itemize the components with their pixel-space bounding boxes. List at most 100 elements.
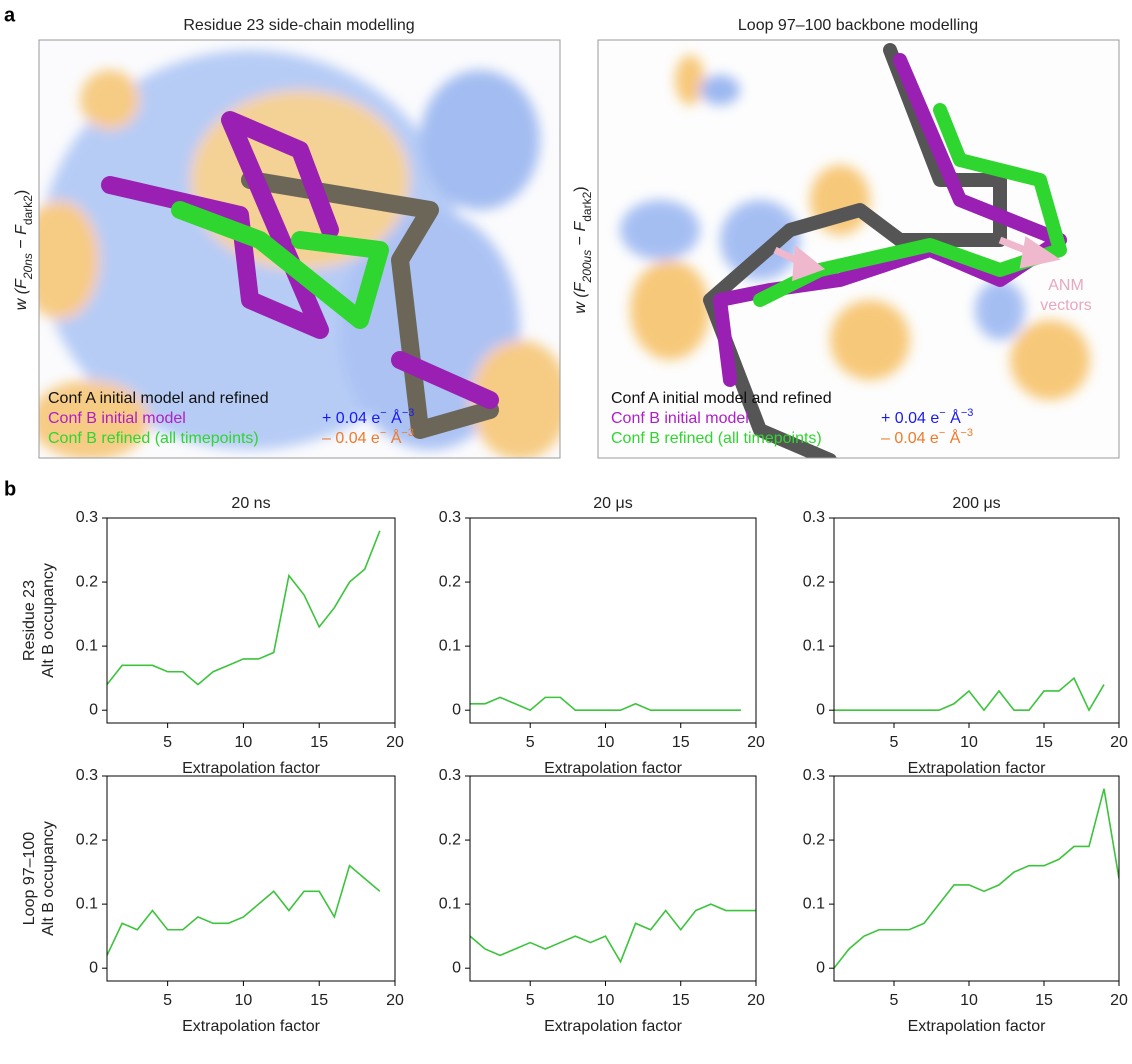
plot-area — [470, 696, 741, 712]
y-tick-label: 0.3 — [76, 509, 98, 526]
y-tick-label: 0 — [89, 701, 98, 718]
text-part: − — [13, 235, 30, 253]
y-tick-label: 0 — [452, 701, 461, 718]
x-tick-label: 15 — [1035, 734, 1053, 751]
text-part: + 0.04 e — [322, 410, 380, 427]
text-part: −3 — [961, 407, 974, 419]
y-tick-label: 0.1 — [439, 895, 461, 912]
y-tick-label: 0 — [452, 959, 461, 976]
text-part: − — [572, 232, 589, 250]
y-tick-label: 0.1 — [803, 895, 825, 912]
text-part: w ( — [13, 287, 30, 310]
y-tick-label: 0.1 — [76, 895, 98, 912]
data-line — [107, 864, 381, 956]
x-tick-label: 5 — [163, 734, 172, 751]
x-axis-label: Extrapolation factor — [182, 1018, 321, 1035]
plot-area — [107, 864, 381, 956]
x-axis-label: Extrapolation factor — [908, 760, 1047, 777]
data-line — [470, 696, 741, 712]
text-part: w ( — [572, 291, 589, 314]
text-part: 20ns — [21, 253, 35, 280]
text-part: 200us — [580, 250, 594, 284]
plot-area — [834, 788, 1119, 969]
y-axis-label: Alt B occupancy — [40, 563, 57, 678]
y-tick-label: 0.2 — [439, 573, 461, 590]
data-line — [470, 903, 756, 964]
panel-title: Residue 23 side-chain modelling — [183, 17, 414, 34]
y-tick-label: 0 — [816, 959, 825, 976]
text-part: dark2 — [21, 195, 35, 225]
axes-frame — [469, 775, 757, 982]
text-part: – 0.04 e — [881, 430, 939, 447]
y-tick-label: 0.1 — [439, 637, 461, 654]
x-tick-label: 20 — [747, 734, 765, 751]
x-tick-label: 20 — [747, 992, 765, 1009]
chart-title: 20 μs — [593, 495, 632, 512]
text-part: − — [380, 407, 386, 419]
text-part: Å — [387, 408, 402, 427]
x-axis-label: Extrapolation factor — [908, 1018, 1047, 1035]
text-part: Å — [386, 428, 401, 447]
axes-frame — [106, 517, 396, 724]
image-frame — [38, 39, 561, 459]
panel-title: Loop 97–100 backbone modelling — [738, 17, 978, 34]
y-axis-label: Loop 97–100 — [21, 832, 38, 926]
y-axis-label: w (F200us − Fdark2) — [572, 186, 594, 313]
data-line — [834, 676, 1105, 712]
y-tick-label: 0 — [89, 959, 98, 976]
legend-entry: Conf B refined (all timepoints) — [48, 430, 259, 447]
density-label: – 0.04 e− Å−3 — [881, 427, 973, 447]
data-line — [107, 530, 381, 686]
text-part: − — [939, 427, 945, 439]
text-part: −3 — [401, 427, 414, 439]
text-part: F — [572, 221, 589, 232]
density-label: + 0.04 e− Å−3 — [322, 407, 414, 427]
y-tick-label: 0.3 — [76, 767, 98, 784]
legend-entry: Conf B refined (all timepoints) — [611, 430, 822, 447]
plot-area — [470, 903, 756, 964]
y-tick-label: 0 — [816, 701, 825, 718]
y-tick-label: 0.2 — [803, 573, 825, 590]
legend-entry: Conf A initial model and refined — [48, 390, 269, 407]
x-tick-label: 5 — [526, 992, 535, 1009]
text-part: dark2 — [580, 191, 594, 221]
legend-entry: Conf B initial model — [611, 410, 749, 427]
y-axis-label: w (F20ns − Fdark2) — [13, 190, 35, 311]
y-tick-label: 0.2 — [439, 831, 461, 848]
x-tick-label: 10 — [960, 734, 978, 751]
axes-frame — [833, 517, 1120, 724]
x-tick-label: 20 — [1110, 992, 1128, 1009]
x-tick-label: 5 — [163, 992, 172, 1009]
text-part: Å — [945, 428, 960, 447]
x-tick-label: 10 — [235, 734, 253, 751]
legend-entry: Conf B initial model — [48, 410, 186, 427]
structure-image — [598, 40, 1119, 458]
y-tick-label: 0.3 — [803, 509, 825, 526]
axes-frame — [469, 517, 757, 724]
y-tick-label: 0.2 — [76, 831, 98, 848]
text-part: −3 — [960, 427, 973, 439]
text-part: F — [13, 278, 30, 289]
annotation: ANM — [1048, 277, 1084, 294]
x-axis-label: Extrapolation factor — [544, 760, 683, 777]
text-part: – 0.04 e — [322, 430, 380, 447]
data-line — [834, 788, 1119, 969]
density-label: – 0.04 e− Å−3 — [322, 427, 414, 447]
y-tick-label: 0.1 — [76, 637, 98, 654]
y-tick-label: 0.2 — [803, 831, 825, 848]
text-part: ) — [572, 186, 589, 191]
y-tick-label: 0.3 — [439, 767, 461, 784]
x-tick-label: 5 — [890, 992, 899, 1009]
structure-image — [39, 40, 560, 458]
y-tick-label: 0.2 — [76, 573, 98, 590]
y-tick-label: 0.1 — [803, 637, 825, 654]
axes-frame — [106, 775, 396, 982]
x-tick-label: 20 — [386, 992, 404, 1009]
axes-frame — [833, 775, 1120, 982]
x-axis-label: Extrapolation factor — [182, 760, 321, 777]
text-part: Å — [946, 408, 961, 427]
text-part: − — [380, 427, 386, 439]
text-part: −3 — [402, 407, 415, 419]
x-tick-label: 10 — [597, 992, 615, 1009]
text-part: F — [572, 281, 589, 292]
